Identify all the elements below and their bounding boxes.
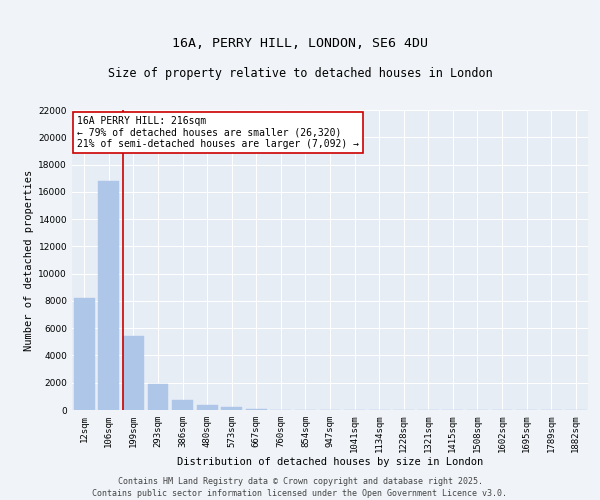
- Bar: [221, 408, 242, 410]
- Text: Contains HM Land Registry data © Crown copyright and database right 2025.
Contai: Contains HM Land Registry data © Crown c…: [92, 476, 508, 498]
- Text: 16A PERRY HILL: 216sqm
← 79% of detached houses are smaller (26,320)
21% of semi: 16A PERRY HILL: 216sqm ← 79% of detached…: [77, 116, 359, 149]
- X-axis label: Distribution of detached houses by size in London: Distribution of detached houses by size …: [177, 456, 483, 466]
- Text: 16A, PERRY HILL, LONDON, SE6 4DU: 16A, PERRY HILL, LONDON, SE6 4DU: [172, 37, 428, 50]
- Bar: [74, 298, 95, 410]
- Text: Size of property relative to detached houses in London: Size of property relative to detached ho…: [107, 67, 493, 80]
- Y-axis label: Number of detached properties: Number of detached properties: [24, 170, 34, 350]
- Bar: [172, 400, 193, 410]
- Bar: [98, 181, 119, 410]
- Bar: [197, 405, 218, 410]
- Bar: [246, 408, 267, 410]
- Bar: [148, 384, 169, 410]
- Bar: [123, 336, 144, 410]
